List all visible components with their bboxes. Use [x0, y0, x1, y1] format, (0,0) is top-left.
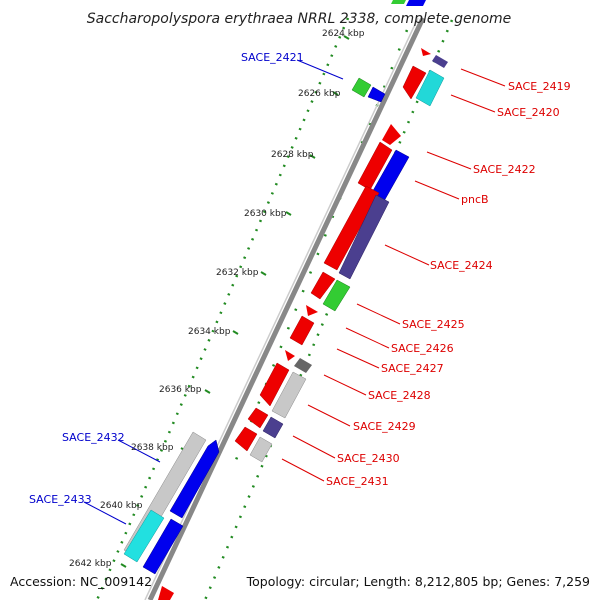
gene-sace-2427: [285, 350, 295, 361]
gene-sace-2424-red: [323, 185, 380, 271]
leader-sace-2421: [296, 59, 344, 80]
forward-strand-genes: [123, 0, 426, 600]
gene-sace-2428-grey: [294, 358, 312, 373]
leader-sace-2433: [83, 501, 127, 525]
gene-label-sace-2420[interactable]: SACE_2420: [497, 106, 560, 119]
gene-label-sace-2431[interactable]: SACE_2431: [326, 475, 389, 488]
leader-sace-2431: [281, 458, 325, 482]
tick-mark: [285, 211, 292, 216]
gene-top-blue: [406, 0, 426, 6]
kbp-label: 2634 kbp: [188, 327, 231, 337]
leader-sace-2419: [460, 68, 506, 87]
kbp-label: 2626 kbp: [298, 89, 341, 99]
leader-pncb: [414, 180, 460, 200]
gene-sace-2430-grey: [249, 436, 273, 463]
leader-sace-2425: [356, 303, 401, 325]
leader-sace-2424: [384, 244, 430, 266]
gene-label-sace-2432[interactable]: SACE_2432: [62, 431, 125, 444]
reverse-gene-labels: SACE_2419 SACE_2420 SACE_2422 pncB SACE_…: [326, 80, 571, 488]
right-tick-track: [203, 19, 454, 600]
kbp-label: 2640 kbp: [100, 501, 143, 511]
gene-sace-2426-b: [289, 315, 315, 346]
leader-sace-2420: [450, 94, 496, 113]
leader-sace-2426: [345, 327, 390, 349]
leader-sace-2429: [307, 404, 351, 427]
gene-bottom-red: [158, 586, 174, 600]
kbp-label: 2624 kbp: [322, 29, 365, 39]
gene-sace-2422-a: [382, 124, 401, 145]
gene-sace-2421-green: [351, 77, 372, 98]
gene-sace-2429-purple: [262, 416, 284, 439]
tick-mark: [204, 389, 211, 394]
gene-label-sace-2422[interactable]: SACE_2422: [473, 163, 536, 176]
accession-text: Accession: NC_009142: [10, 574, 152, 589]
gene-sace-2424-purple: [338, 194, 390, 280]
gene-sace-2420-red: [402, 65, 427, 100]
leader-sace-2430: [292, 435, 336, 459]
gene-label-pncb[interactable]: pncB: [461, 193, 489, 206]
forward-gene-labels: SACE_2421 SACE_2432 SACE_2433: [29, 51, 304, 506]
gene-sace-2420-cyan: [415, 69, 445, 107]
kbp-label: 2642 kbp: [69, 559, 112, 569]
leader-sace-2428: [323, 374, 367, 396]
gene-label-sace-2426[interactable]: SACE_2426: [391, 342, 454, 355]
kbp-label: 2636 kbp: [159, 385, 202, 395]
tick-mark: [343, 35, 350, 40]
reverse-strand-genes: [234, 48, 448, 463]
gene-sace-2419: [421, 48, 431, 56]
gene-sace-2421-blue: [367, 86, 386, 103]
gene-label-sace-2429[interactable]: SACE_2429: [353, 420, 416, 433]
map-title: Saccharopolyspora erythraea NRRL 2338, c…: [87, 11, 512, 27]
gene-top-green: [391, 0, 406, 4]
gene-sace-2429-red: [247, 407, 269, 429]
gene-sace-2428-red: [259, 362, 290, 407]
gene-label-sace-2427[interactable]: SACE_2427: [381, 362, 444, 375]
tick-mark: [120, 563, 127, 568]
kbp-label: 2632 kbp: [216, 268, 259, 278]
tick-mark: [332, 91, 339, 96]
gene-sace-2425-green: [322, 279, 351, 312]
kbp-label: 2630 kbp: [244, 209, 287, 219]
gene-sace-2426-a: [306, 305, 318, 316]
gene-label-sace-2421[interactable]: SACE_2421: [241, 51, 304, 64]
gene-sace-2429-lightgrey: [271, 371, 307, 419]
gene-forward-blue-lower: [142, 518, 184, 575]
gene-label-sace-2425[interactable]: SACE_2425: [402, 318, 465, 331]
gene-label-sace-2424[interactable]: SACE_2424: [430, 259, 493, 272]
kbp-labels: 2624 kbp 2626 kbp 2628 kbp 2630 kbp 2632…: [69, 29, 365, 569]
gene-sace-2425-red: [310, 271, 336, 300]
gene-label-sace-2419[interactable]: SACE_2419: [508, 80, 571, 93]
tick-mark: [232, 330, 239, 335]
topology-text: Topology: circular; Length: 8,212,805 bp…: [246, 574, 590, 589]
gene-forward-blue-upper: [169, 439, 220, 519]
tick-mark: [260, 271, 267, 276]
genome-backbone: [144, 16, 426, 600]
leader-lines: [83, 59, 506, 525]
kbp-label: 2628 kbp: [271, 150, 314, 160]
gene-label-sace-2433[interactable]: SACE_2433: [29, 493, 92, 506]
leader-sace-2427: [336, 348, 380, 369]
gene-sace-2433: [123, 509, 165, 563]
tick-mark: [309, 154, 316, 159]
kbp-label: 2638 kbp: [131, 443, 174, 453]
leader-sace-2432: [117, 439, 161, 463]
gene-sace-2419-b: [432, 55, 448, 68]
leader-sace-2422: [426, 151, 472, 170]
gene-label-sace-2428[interactable]: SACE_2428: [368, 389, 431, 402]
gene-label-sace-2430[interactable]: SACE_2430: [337, 452, 400, 465]
kbp-tick-marks: [120, 35, 350, 568]
gene-sace-2430-red: [234, 426, 258, 452]
